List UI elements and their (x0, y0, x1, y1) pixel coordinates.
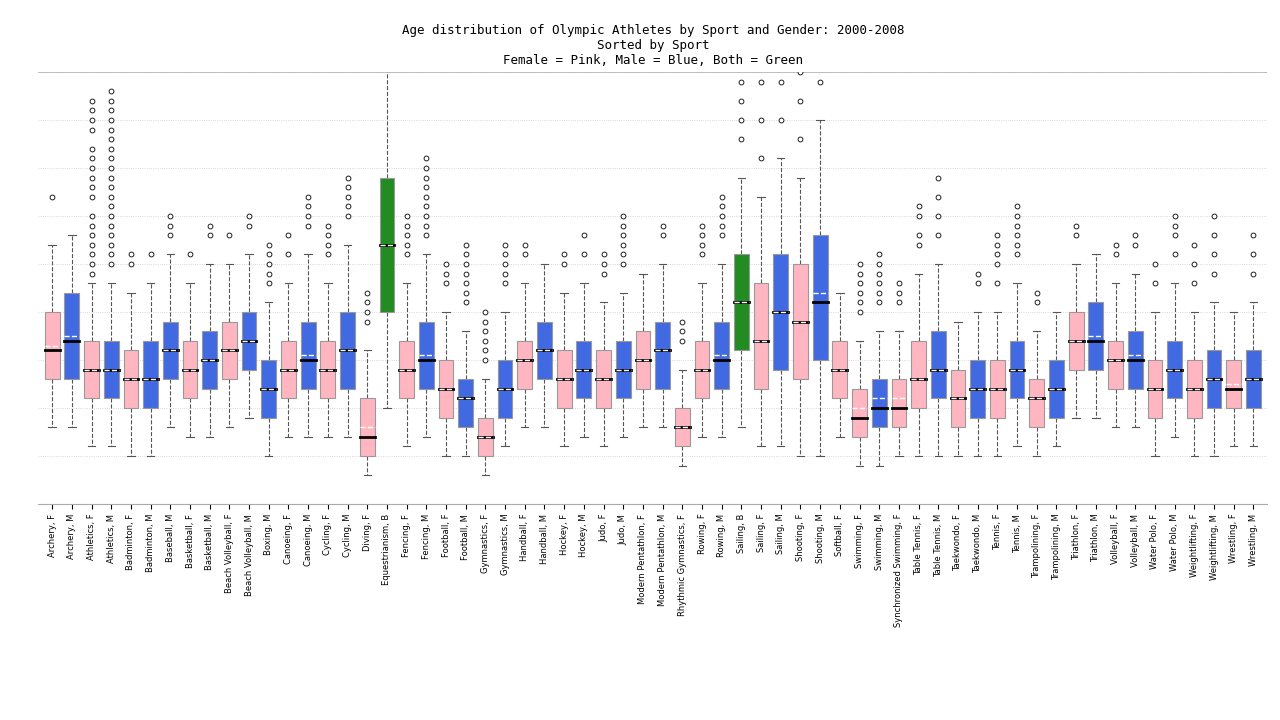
Bar (773, 254, 788, 369)
Bar (1069, 312, 1084, 369)
Bar (124, 351, 138, 408)
Bar (989, 360, 1005, 418)
Bar (695, 341, 709, 398)
Bar (1029, 379, 1044, 427)
Bar (852, 389, 867, 437)
Bar (64, 293, 79, 379)
Bar (754, 283, 768, 389)
Bar (1207, 351, 1221, 408)
Bar (1245, 351, 1261, 408)
Title: Age distribution of Olympic Athletes by Sport and Gender: 2000-2008
Sorted by Sp: Age distribution of Olympic Athletes by … (402, 24, 904, 67)
Bar (557, 351, 572, 408)
Bar (951, 369, 965, 427)
Bar (616, 341, 631, 398)
Bar (1167, 341, 1181, 398)
Bar (360, 398, 375, 456)
Bar (477, 418, 493, 456)
Bar (143, 341, 157, 408)
Bar (832, 341, 847, 398)
Bar (380, 178, 394, 312)
Bar (183, 341, 197, 398)
Bar (872, 379, 887, 427)
Bar (576, 341, 591, 398)
Bar (794, 264, 808, 379)
Bar (399, 341, 413, 398)
Bar (1226, 360, 1242, 408)
Bar (104, 341, 119, 398)
Bar (911, 341, 925, 408)
Bar (498, 360, 512, 418)
Bar (892, 379, 906, 427)
Bar (1187, 360, 1202, 418)
Bar (163, 322, 178, 379)
Bar (1108, 341, 1123, 389)
Bar (202, 331, 218, 389)
Bar (970, 360, 986, 418)
Bar (261, 360, 276, 418)
Bar (655, 322, 669, 389)
Bar (1010, 341, 1024, 398)
Bar (439, 360, 453, 418)
Bar (596, 351, 611, 408)
Bar (84, 341, 99, 398)
Bar (538, 322, 552, 379)
Bar (714, 322, 730, 389)
Bar (301, 322, 316, 389)
Bar (221, 322, 237, 379)
Bar (813, 235, 828, 360)
Bar (675, 408, 690, 446)
Bar (242, 312, 256, 369)
Bar (733, 254, 749, 351)
Bar (282, 341, 296, 398)
Bar (340, 312, 355, 389)
Bar (320, 341, 335, 398)
Bar (419, 322, 434, 389)
Bar (931, 331, 946, 398)
Bar (517, 341, 532, 389)
Bar (45, 312, 60, 379)
Bar (636, 331, 650, 389)
Bar (1050, 360, 1064, 418)
Bar (1148, 360, 1162, 418)
Bar (458, 379, 474, 427)
Bar (1128, 331, 1143, 389)
Bar (1088, 302, 1103, 369)
